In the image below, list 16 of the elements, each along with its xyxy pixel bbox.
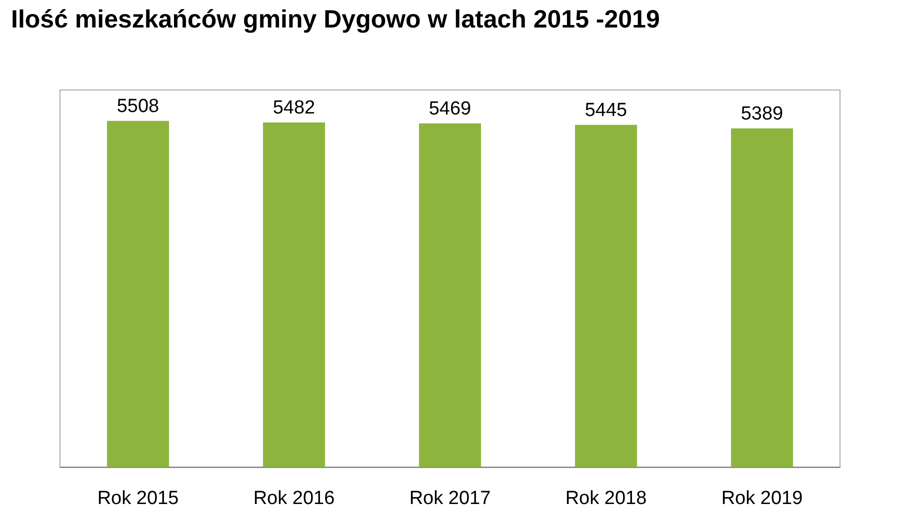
bar	[575, 124, 637, 467]
data-label: 5389	[740, 103, 784, 124]
x-tick-label: Rok 2019	[721, 488, 803, 509]
x-tick-label: Rok 2017	[409, 488, 491, 509]
data-label: 5482	[272, 98, 316, 119]
x-tick-label: Rok 2016	[253, 488, 335, 509]
data-label: 5508	[116, 96, 160, 117]
bar	[731, 128, 793, 467]
data-label: 5445	[584, 100, 628, 121]
bar	[107, 120, 169, 467]
data-label: 5469	[428, 98, 472, 120]
x-tick-label: Rok 2018	[565, 488, 647, 509]
bar	[419, 123, 481, 467]
bar	[263, 122, 325, 467]
chart-title: Ilość mieszkańców gminy Dygowo w latach 2015 -2019	[11, 6, 660, 34]
x-tick-label: Rok 2015	[97, 488, 179, 509]
